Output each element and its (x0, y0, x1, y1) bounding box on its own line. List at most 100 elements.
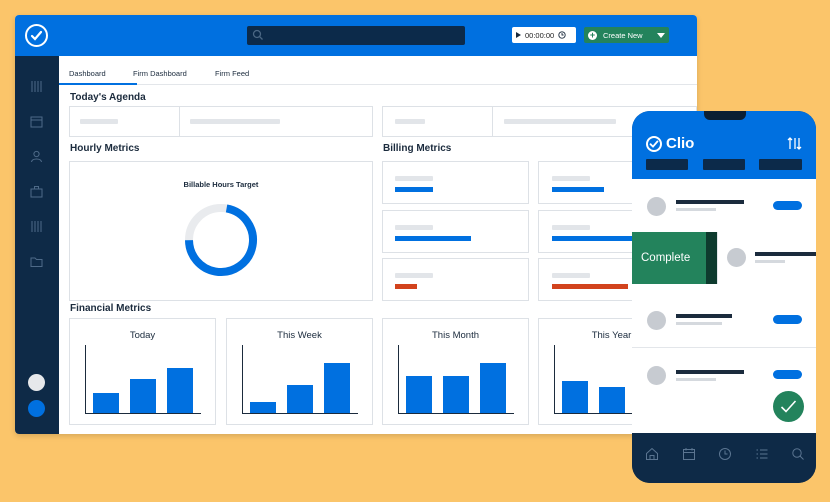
metric-bar (552, 236, 634, 241)
chart-y-axis (554, 345, 555, 413)
hourly-metrics-heading: Hourly Metrics (70, 143, 140, 154)
mobile-tab[interactable] (646, 159, 688, 170)
placeholder-line (395, 273, 433, 278)
avatar (647, 197, 666, 216)
create-new-button[interactable]: + Create New (584, 27, 669, 43)
divider (179, 107, 180, 136)
mobile-tab[interactable] (703, 159, 745, 170)
placeholder-line (190, 119, 280, 124)
calendar-icon[interactable] (682, 447, 696, 461)
avatar (647, 366, 666, 385)
placeholder-line (395, 176, 433, 181)
activities-icon[interactable] (30, 80, 43, 93)
billing-icon[interactable] (30, 220, 43, 233)
mobile-phone: Clio Complete (632, 111, 816, 483)
sidebar (15, 56, 59, 434)
list-item[interactable] (632, 179, 816, 235)
status-pill[interactable] (773, 315, 802, 324)
avatar (647, 311, 666, 330)
billable-hours-card[interactable]: Billable Hours Target (69, 161, 373, 301)
complete-swipe-action[interactable]: Complete (632, 232, 706, 284)
clio-logo-icon[interactable] (25, 24, 48, 47)
billing-metrics-heading: Billing Metrics (383, 143, 452, 154)
task-list-icon[interactable] (755, 447, 769, 461)
list-item[interactable] (632, 292, 816, 348)
item-title-line (755, 252, 816, 256)
item-subtitle-line (676, 322, 722, 325)
item-subtitle-line (676, 378, 716, 381)
chart-bar (562, 381, 588, 413)
placeholder-line (552, 225, 590, 230)
timer-widget[interactable]: 00:00:00 (512, 27, 576, 43)
chart-x-axis (242, 413, 358, 414)
user-avatar[interactable] (28, 374, 45, 391)
chart-bar (443, 376, 469, 413)
tab-firm-feed[interactable]: Firm Feed (215, 69, 250, 78)
tab-dashboard[interactable]: Dashboard (69, 69, 106, 78)
calendar-icon[interactable] (30, 115, 43, 128)
chevron-down-icon[interactable] (656, 32, 665, 38)
matters-briefcase-icon[interactable] (30, 185, 43, 198)
complete-label: Complete (641, 252, 691, 264)
financial-card-title: This Month (432, 330, 479, 341)
item-subtitle-line (676, 208, 716, 211)
mobile-app-name: Clio (666, 135, 695, 152)
status-pill[interactable] (773, 201, 802, 210)
placeholder-line (395, 225, 433, 230)
billable-hours-title: Billable Hours Target (183, 180, 259, 189)
tab-firm-dashboard[interactable]: Firm Dashboard (133, 69, 187, 78)
home-icon[interactable] (645, 447, 659, 461)
plus-icon: + (588, 29, 597, 40)
desktop-window: 00:00:00 + Create New Dashboard Firm Das… (15, 15, 697, 434)
financial-metrics-heading: Financial Metrics (70, 303, 152, 314)
chart-bar (167, 368, 193, 413)
chart-x-axis (554, 413, 670, 414)
chart-bar (324, 363, 350, 413)
mobile-header: Clio (632, 111, 816, 179)
status-pill[interactable] (773, 370, 802, 379)
clock-icon[interactable] (718, 447, 732, 461)
search-icon[interactable] (791, 447, 805, 461)
agenda-card-left[interactable] (69, 106, 373, 137)
chart-x-axis (85, 413, 201, 414)
swipe-edge (706, 232, 717, 284)
ring-progress (185, 204, 257, 276)
search-input[interactable] (247, 26, 465, 45)
billable-hours-ring-chart (185, 204, 257, 276)
item-subtitle-line (755, 260, 785, 263)
avatar (727, 248, 746, 267)
billing-card[interactable] (382, 258, 529, 301)
placeholder-line (395, 119, 425, 124)
divider (492, 107, 493, 136)
dashboard-tabs: Dashboard Firm Dashboard Firm Feed (59, 56, 697, 85)
placeholder-line (504, 119, 616, 124)
financial-card-this-week[interactable]: This Week (226, 318, 373, 425)
item-title-line (676, 370, 744, 374)
complete-check-button[interactable] (773, 391, 804, 422)
financial-card-this-month[interactable]: This Month (382, 318, 529, 425)
documents-folder-icon[interactable] (30, 255, 43, 268)
chart-bar (599, 387, 625, 413)
mobile-tab[interactable] (759, 159, 802, 170)
clio-check-icon (646, 135, 662, 152)
placeholder-line (80, 119, 118, 124)
list-item[interactable] (632, 348, 816, 404)
financial-card-title: This Week (277, 330, 322, 341)
placeholder-line (552, 176, 590, 181)
billing-card[interactable] (382, 210, 529, 253)
swiped-row-content[interactable] (717, 232, 816, 284)
sort-filter-icon[interactable] (787, 137, 802, 150)
metric-bar-alert (552, 284, 628, 289)
metric-bar-alert (395, 284, 417, 289)
billing-card[interactable] (382, 161, 529, 204)
status-indicator[interactable] (28, 400, 45, 417)
financial-card-today[interactable]: Today (69, 318, 216, 425)
chart-y-axis (242, 345, 243, 413)
chart-bar (406, 376, 432, 413)
checkmark-icon (780, 400, 797, 413)
play-icon[interactable] (516, 32, 521, 38)
create-new-label: Create New (603, 30, 643, 40)
search-icon (252, 29, 263, 40)
contacts-icon[interactable] (30, 150, 43, 163)
agenda-heading: Today's Agenda (70, 92, 146, 103)
